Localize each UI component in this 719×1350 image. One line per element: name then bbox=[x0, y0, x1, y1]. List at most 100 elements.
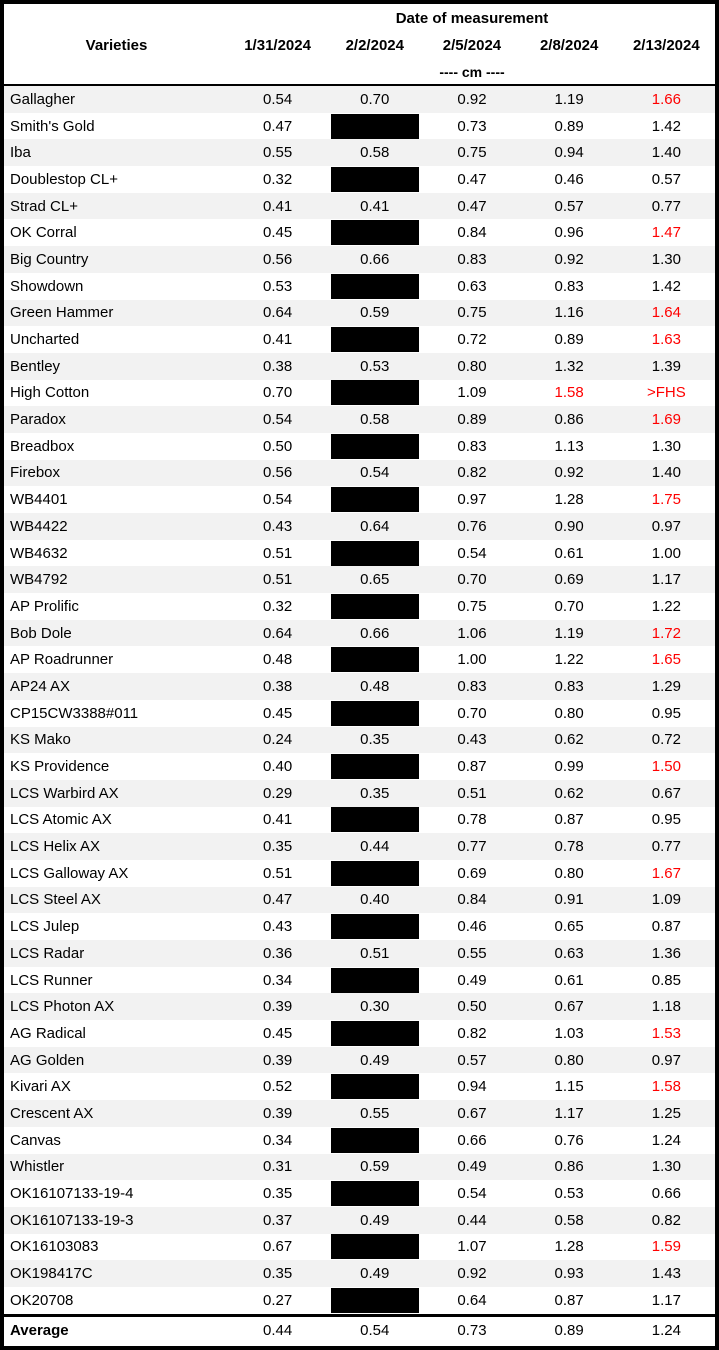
table-row: Smith's Gold 0.47 0.73 0.89 1.42 bbox=[4, 112, 715, 140]
value-cell: 0.30 bbox=[360, 998, 390, 1016]
variety-cell: KS Mako bbox=[10, 731, 71, 749]
value-cell bbox=[326, 380, 423, 407]
value-cell: 1.39 bbox=[651, 357, 681, 375]
value-cell: 1.40 bbox=[651, 464, 681, 482]
value-cell: 0.90 bbox=[554, 517, 584, 535]
variety-cell: WB4401 bbox=[10, 491, 68, 509]
value-cell: 1.69 bbox=[651, 411, 681, 429]
value-cell: 0.38 bbox=[262, 677, 293, 695]
value-cell: 0.48 bbox=[262, 651, 293, 669]
value-cell: 0.99 bbox=[554, 758, 584, 776]
column-header-date: 2/13/2024 bbox=[632, 36, 700, 54]
value-cell: 1.13 bbox=[554, 437, 584, 455]
table-row: LCS Julep 0.43 0.46 0.65 0.87 bbox=[4, 913, 715, 940]
value-cell: 0.49 bbox=[457, 1158, 487, 1176]
value-cell: 0.55 bbox=[360, 1104, 390, 1122]
value-cell: 0.80 bbox=[457, 357, 487, 375]
header-title-row: Date of measurement bbox=[4, 4, 715, 30]
table-row: AP24 AX 0.38 0.48 0.83 0.83 1.29 bbox=[4, 673, 715, 700]
value-cell: 0.87 bbox=[554, 811, 584, 829]
value-cell: 0.36 bbox=[262, 944, 293, 962]
value-cell bbox=[326, 1234, 423, 1261]
value-cells: 0.41 0.41 0.47 0.57 0.77 bbox=[229, 193, 715, 220]
value-cell: 0.95 bbox=[651, 704, 681, 722]
table-row: LCS Galloway AX 0.51 0.69 0.80 1.67 bbox=[4, 859, 715, 887]
value-cell bbox=[326, 913, 423, 940]
value-cell: 0.77 bbox=[457, 838, 487, 856]
variety-cell: Strad CL+ bbox=[10, 197, 78, 215]
value-cell bbox=[326, 219, 423, 246]
unit-label: ---- cm ---- bbox=[439, 64, 505, 80]
value-cell: 1.29 bbox=[651, 677, 681, 695]
value-cell: 0.64 bbox=[360, 517, 390, 535]
table-row: Doublestop CL+ 0.32 0.47 0.46 0.57 bbox=[4, 166, 715, 193]
table-row: WB4422 0.43 0.64 0.76 0.90 0.97 bbox=[4, 513, 715, 540]
table-row: Showdown 0.53 0.63 0.83 1.42 bbox=[4, 272, 715, 300]
value-cell: 1.19 bbox=[554, 90, 584, 108]
value-cell: 0.39 bbox=[262, 1051, 293, 1069]
value-cells: 0.38 0.48 0.83 0.83 1.29 bbox=[229, 673, 715, 700]
value-cell: 0.47 bbox=[262, 891, 293, 909]
value-cells: 0.45 0.82 1.03 1.53 bbox=[229, 1020, 715, 1047]
variety-cell: CP15CW3388#011 bbox=[10, 704, 139, 722]
value-cell: 0.89 bbox=[457, 411, 487, 429]
value-cell: 0.82 bbox=[457, 464, 487, 482]
value-cell: 0.67 bbox=[554, 998, 584, 1016]
table-row: KS Mako 0.24 0.35 0.43 0.62 0.72 bbox=[4, 726, 715, 754]
value-cells: 0.47 0.73 0.89 1.42 bbox=[229, 113, 715, 140]
table-row: LCS Atomic AX 0.41 0.78 0.87 0.95 bbox=[4, 806, 715, 834]
variety-cell: WB4792 bbox=[10, 571, 68, 589]
value-cell: 0.72 bbox=[651, 731, 681, 749]
variety-cell: OK198417C bbox=[10, 1265, 93, 1283]
value-cells: 0.48 1.00 1.22 1.65 bbox=[229, 646, 715, 673]
value-cell: 0.46 bbox=[457, 918, 487, 936]
table-row: Paradox 0.54 0.58 0.89 0.86 1.69 bbox=[4, 406, 715, 433]
redaction-box bbox=[330, 433, 419, 459]
redaction-box bbox=[330, 967, 419, 993]
column-header-varieties: Varieties bbox=[85, 36, 148, 54]
value-cell: 0.66 bbox=[360, 624, 390, 642]
value-cell: 0.73 bbox=[457, 1322, 487, 1340]
value-cell bbox=[326, 540, 423, 567]
value-cell: 0.45 bbox=[262, 704, 293, 722]
value-cell: 0.83 bbox=[554, 277, 584, 295]
value-cell: 0.76 bbox=[457, 517, 487, 535]
value-cell: 0.62 bbox=[554, 784, 584, 802]
value-cell: 0.80 bbox=[554, 1051, 584, 1069]
value-cell: 0.73 bbox=[457, 117, 487, 135]
value-cell: 0.24 bbox=[262, 731, 293, 749]
value-cell: 0.44 bbox=[262, 1322, 293, 1340]
value-cell: 0.94 bbox=[457, 1078, 487, 1096]
redaction-box bbox=[330, 273, 419, 299]
redaction-box bbox=[330, 754, 419, 780]
average-value-cells: 0.44 0.54 0.73 0.89 1.24 bbox=[229, 1317, 715, 1345]
value-cell: 1.66 bbox=[651, 90, 681, 108]
value-cell: 0.97 bbox=[457, 491, 487, 509]
value-cell: 0.39 bbox=[262, 1104, 293, 1122]
value-cells: 0.54 0.58 0.89 0.86 1.69 bbox=[229, 406, 715, 433]
value-cells: 0.45 0.84 0.96 1.47 bbox=[229, 219, 715, 246]
value-cell: 0.96 bbox=[554, 224, 584, 242]
value-cell: 0.43 bbox=[262, 517, 293, 535]
value-cell: 0.50 bbox=[457, 998, 487, 1016]
value-cell: 0.40 bbox=[262, 758, 293, 776]
table-row: AP Prolific 0.32 0.75 0.70 1.22 bbox=[4, 593, 715, 620]
value-cell: 0.62 bbox=[554, 731, 584, 749]
variety-cell: Smith's Gold bbox=[10, 117, 95, 135]
value-cell: 0.70 bbox=[262, 384, 293, 402]
value-cell: 0.84 bbox=[457, 224, 487, 242]
variety-cell: Uncharted bbox=[10, 331, 80, 349]
value-cell: 0.70 bbox=[360, 90, 390, 108]
value-cell: 0.47 bbox=[457, 197, 487, 215]
value-cell: 0.32 bbox=[262, 597, 293, 615]
value-cells: 0.34 0.66 0.76 1.24 bbox=[229, 1127, 715, 1154]
value-cell: 0.57 bbox=[554, 197, 584, 215]
table-row: AP Roadrunner 0.48 1.00 1.22 1.65 bbox=[4, 646, 715, 674]
value-cell: 0.55 bbox=[457, 944, 487, 962]
value-cell: 0.67 bbox=[262, 1238, 293, 1256]
value-cell: 1.24 bbox=[651, 1131, 681, 1149]
value-cell: 0.54 bbox=[262, 491, 293, 509]
value-cells: 0.35 0.44 0.77 0.78 0.77 bbox=[229, 833, 715, 860]
value-cells: 0.51 0.54 0.61 1.00 bbox=[229, 540, 715, 567]
variety-cell: LCS Runner bbox=[10, 971, 93, 989]
